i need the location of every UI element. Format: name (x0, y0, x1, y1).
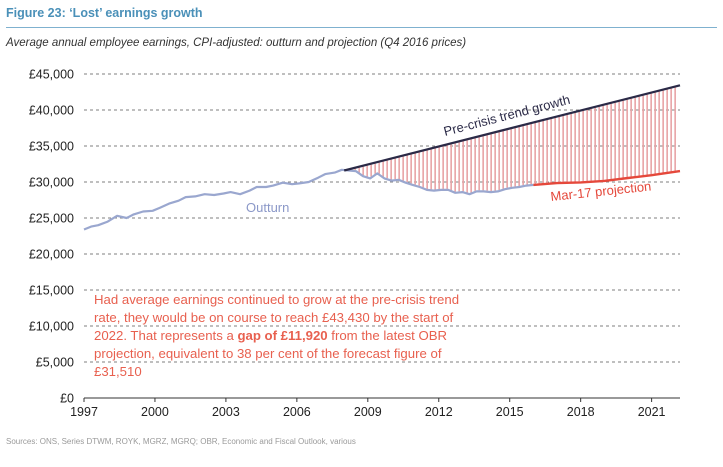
x-tick-label: 1997 (70, 405, 98, 419)
outturn-line (83, 168, 534, 231)
y-tick-label: £35,000 (29, 140, 74, 154)
title-divider (6, 27, 717, 28)
x-tick-label: 2009 (354, 405, 382, 419)
y-tick-label: £40,000 (29, 104, 74, 118)
x-tick-label: 2006 (283, 405, 311, 419)
sources-note: Sources: ONS, Series DTWM, ROYK, MGRZ, M… (6, 437, 356, 446)
annotation-highlight: gap of £11,920 (237, 328, 328, 343)
gap-hatch-layer (350, 87, 676, 193)
series-layer (83, 84, 681, 231)
y-tick-label: £10,000 (29, 320, 74, 334)
x-tick-label: 2015 (496, 405, 524, 419)
series-label-outturn: Outturn (246, 200, 289, 215)
y-tick-label: £25,000 (29, 212, 74, 226)
y-tick-label: £45,000 (29, 68, 74, 82)
x-tick-label: 2003 (212, 405, 240, 419)
x-tick-label: 2021 (638, 405, 666, 419)
figure-title: Figure 23: ‘Lost’ earnings growth (6, 6, 203, 20)
x-tick-label: 2012 (425, 405, 453, 419)
y-tick-label: £30,000 (29, 176, 74, 190)
y-tick-label: £15,000 (29, 284, 74, 298)
projection-line (533, 169, 681, 187)
gap-annotation: Had average earnings continued to grow a… (94, 291, 479, 381)
trend-line (343, 84, 681, 172)
annotation-text-1: Had average earnings continued to grow a… (94, 292, 460, 343)
figure-subtitle: Average annual employee earnings, CPI-ad… (6, 37, 467, 49)
annotation-text-2: from the latest OBR projection, equivale… (94, 328, 448, 379)
y-tick-label: £20,000 (29, 248, 74, 262)
y-tick-label: £0 (60, 392, 74, 406)
x-tick-label: 2000 (141, 405, 169, 419)
axis-layer: £0 £5,000 £10,000 £15,000 £20,000 £25,000 £30,… (29, 68, 680, 419)
x-tick-label: 2018 (567, 405, 595, 419)
y-tick-label: £5,000 (36, 356, 74, 370)
